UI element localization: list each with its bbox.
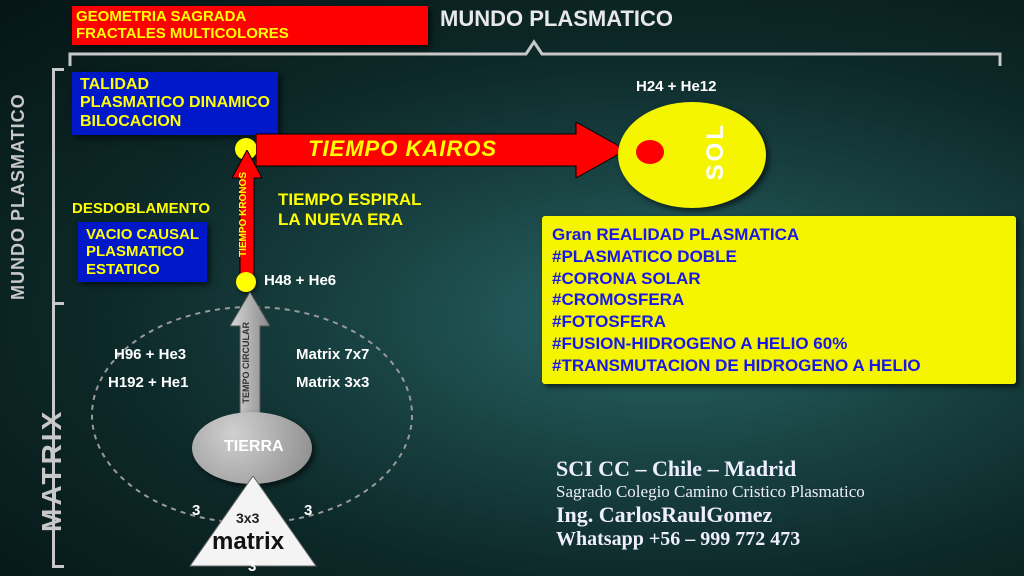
talidad-l2: PLASMATICO DINAMICO bbox=[80, 94, 270, 112]
ybox-l2: #PLASMATICO DOBLE bbox=[552, 246, 1006, 268]
center-text-l1: TIEMPO ESPIRAL bbox=[278, 190, 422, 210]
tri-n-bottom: 3 bbox=[248, 558, 256, 575]
kronos-label: TIEMPO KRONOS bbox=[238, 172, 249, 257]
formula-h24: H24 + He12 bbox=[636, 78, 716, 95]
tri-n-left: 3 bbox=[192, 502, 200, 519]
tri-big: matrix bbox=[212, 528, 284, 556]
vacio-l1: VACIO CAUSAL bbox=[86, 226, 199, 243]
top-red-line1: GEOMETRIA SAGRADA bbox=[76, 8, 424, 25]
top-bracket bbox=[60, 30, 1010, 70]
vacio-l3: ESTATICO bbox=[86, 261, 199, 278]
footer-block: SCI CC – Chile – Madrid Sagrado Colegio … bbox=[556, 456, 865, 551]
ybox-l1: Gran REALIDAD PLASMATICA bbox=[552, 224, 1006, 246]
left-divider bbox=[52, 68, 55, 568]
ybox-l6: #FUSION-HIDROGENO A HELIO 60% bbox=[552, 333, 1006, 355]
sol-label: SOL bbox=[702, 122, 730, 180]
yellow-info-box: Gran REALIDAD PLASMATICA #PLASMATICO DOB… bbox=[542, 216, 1016, 384]
formula-h48: H48 + He6 bbox=[264, 272, 336, 289]
center-text-l2: LA NUEVA ERA bbox=[278, 210, 422, 230]
footer-l4: Whatsapp +56 – 999 772 473 bbox=[556, 528, 865, 551]
center-text: TIEMPO ESPIRAL LA NUEVA ERA bbox=[278, 190, 422, 231]
formula-h192: H192 + He1 bbox=[108, 374, 188, 391]
talidad-box: TALIDAD PLASMATICO DINAMICO BILOCACION bbox=[72, 72, 278, 135]
vacio-l2: PLASMATICO bbox=[86, 243, 199, 260]
ybox-l4: #CROMOSFERA bbox=[552, 289, 1006, 311]
side-label-plasmatico: MUNDO PLASMATICO bbox=[8, 80, 29, 300]
footer-l1: SCI CC – Chile – Madrid bbox=[556, 456, 865, 482]
ybox-l3: #CORONA SOLAR bbox=[552, 268, 1006, 290]
tierra-label: TIERRA bbox=[224, 438, 284, 456]
formula-h96: H96 + He3 bbox=[114, 346, 186, 363]
desdoblamento-label: DESDOBLAMENTO bbox=[72, 200, 210, 217]
vacio-box: VACIO CAUSAL PLASMATICO ESTATICO bbox=[78, 222, 207, 282]
tri-small: 3x3 bbox=[236, 510, 259, 526]
kairos-label: TIEMPO KAIROS bbox=[308, 136, 497, 162]
yellow-dot-lower bbox=[236, 272, 256, 292]
matrix7x7: Matrix 7x7 bbox=[296, 346, 369, 363]
sol-red-dot bbox=[636, 140, 664, 164]
ybox-l7: #TRANSMUTACION DE HIDROGENO A HELIO bbox=[552, 355, 1006, 377]
talidad-l1: TALIDAD bbox=[80, 76, 270, 94]
talidad-l3: BILOCACION bbox=[80, 113, 270, 131]
left-divider-tick2 bbox=[52, 302, 64, 305]
circular-label: TEMPO CIRCULAR bbox=[241, 322, 251, 404]
footer-l2: Sagrado Colegio Camino Cristico Plasmati… bbox=[556, 482, 865, 502]
left-divider-tick3 bbox=[52, 565, 64, 568]
matrix3x3: Matrix 3x3 bbox=[296, 374, 369, 391]
footer-l3: Ing. CarlosRaulGomez bbox=[556, 502, 865, 528]
tri-n-right: 3 bbox=[304, 502, 312, 519]
ybox-l5: #FOTOSFERA bbox=[552, 311, 1006, 333]
top-heading: MUNDO PLASMATICO bbox=[440, 6, 673, 32]
